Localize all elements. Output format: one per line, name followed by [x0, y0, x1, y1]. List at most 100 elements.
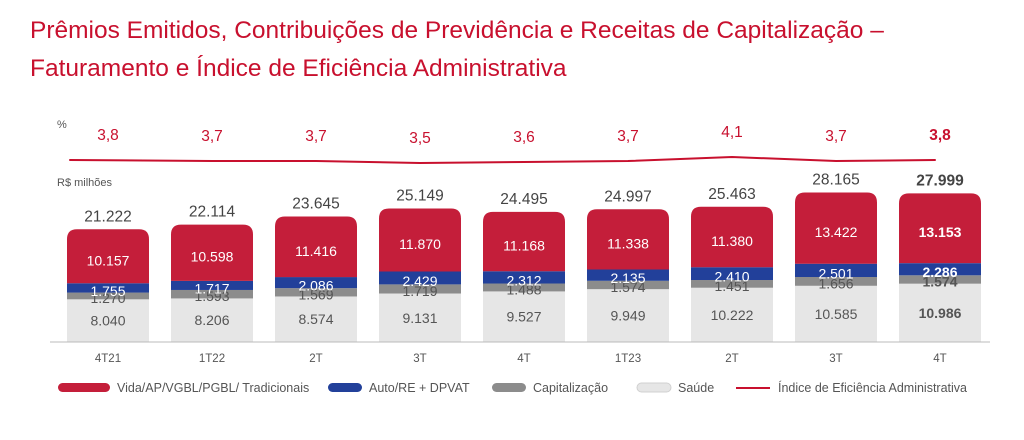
bar-label-saude-6: 10.222 [711, 307, 754, 323]
legend-label-auto-re-dpvat: Auto/RE + DPVAT [369, 381, 470, 395]
legend-label-saude: Saúde [678, 381, 714, 395]
bar-label-saude-4: 9.527 [506, 309, 541, 325]
index-label-6: 4,1 [721, 124, 743, 141]
bar-segment-capitalizacao-4 [483, 283, 565, 292]
bar-label-auto-re-dpvat-3: 2.429 [402, 273, 437, 289]
bar-segment-saude-7 [795, 285, 877, 342]
category-label-0: 4T21 [95, 353, 121, 365]
legend-swatch-capitalizacao [492, 383, 526, 392]
title-line-1: Prêmios Emitidos, Contribuições de Previ… [30, 17, 884, 44]
category-label-7: 3T [829, 353, 842, 365]
category-label-4: 4T [517, 353, 530, 365]
title-line-2: Faturamento e Índice de Eficiência Admin… [30, 55, 567, 82]
bar-label-saude-0: 8.040 [90, 313, 125, 329]
bar-label-auto-re-dpvat-1: 1.717 [194, 280, 229, 296]
total-label-0: 21.222 [84, 208, 131, 225]
bar-label-capitalizacao-8: 1.574 [922, 273, 957, 289]
bar-segment-saude-0 [67, 299, 149, 342]
bar-segment-capitalizacao-7 [795, 277, 877, 286]
category-label-1: 1T22 [199, 353, 225, 365]
bar-segment-saude-2 [275, 296, 357, 342]
bar-segment-saude-3 [379, 293, 461, 342]
index-label-7: 3,7 [825, 128, 847, 145]
bar-segment-vida-ap-vgbl-pgbl-tradicionais-1 [171, 224, 253, 281]
legend-label-capitalizacao: Capitalização [533, 381, 608, 395]
bar-segment-auto-re-dpvat-4 [483, 271, 565, 284]
total-label-4: 24.495 [500, 191, 547, 208]
legend-swatch-saude [636, 382, 672, 393]
index-label-5: 3,7 [617, 128, 639, 145]
bar-label-saude-3: 9.131 [402, 310, 437, 326]
bar-label-saude-1: 8.206 [194, 312, 229, 328]
bar-label-auto-re-dpvat-7: 2.501 [818, 265, 853, 281]
bar-segment-capitalizacao-3 [379, 284, 461, 294]
index-line-group: 3,8 3,7 3,7 3,5 3,6 3,7 4,1 3,7 3,8 [69, 124, 951, 164]
category-label-5: 1T23 [615, 353, 641, 365]
bar-segment-vida-ap-vgbl-pgbl-tradicionais-6 [691, 206, 773, 268]
bar-segment-vida-ap-vgbl-pgbl-tradicionais-5 [587, 209, 669, 270]
bar-segment-saude-8 [899, 283, 981, 342]
category-label-2: 2T [309, 353, 322, 365]
index-label-2: 3,7 [305, 128, 327, 145]
bar-segment-capitalizacao-8 [899, 275, 981, 284]
bar-label-auto-re-dpvat-0: 1.755 [90, 283, 125, 299]
bar-segment-auto-re-dpvat-5 [587, 269, 669, 281]
bar-label-capitalizacao-6: 1.451 [714, 278, 749, 294]
category-label-6: 2T [725, 353, 738, 365]
bar-label-vida-ap-vgbl-pgbl-tradicionais-4: 11.168 [503, 238, 545, 254]
bar-segment-vida-ap-vgbl-pgbl-tradicionais-0 [67, 229, 149, 284]
bar-label-vida-ap-vgbl-pgbl-tradicionais-3: 11.870 [399, 236, 441, 252]
bar-segment-vida-ap-vgbl-pgbl-tradicionais-2 [275, 216, 357, 278]
bar-label-vida-ap-vgbl-pgbl-tradicionais-6: 11.380 [711, 233, 753, 249]
bar-segment-saude-1 [171, 298, 253, 342]
index-label-0: 3,8 [97, 127, 119, 144]
bar-segment-auto-re-dpvat-2 [275, 277, 357, 289]
index-unit-label: % [57, 119, 67, 131]
category-label-3: 3T [413, 353, 426, 365]
bar-label-vida-ap-vgbl-pgbl-tradicionais-0: 10.157 [87, 252, 130, 268]
bar-label-capitalizacao-1: 1.593 [194, 288, 229, 304]
bar-label-auto-re-dpvat-5: 2.135 [610, 270, 645, 286]
index-label-3: 3,5 [409, 130, 431, 147]
bar-label-saude-2: 8.574 [298, 311, 333, 327]
bar-segment-auto-re-dpvat-6 [691, 267, 773, 281]
bar-segment-capitalizacao-5 [587, 280, 669, 290]
bar-segment-capitalizacao-0 [67, 292, 149, 300]
bar-segment-saude-5 [587, 289, 669, 342]
bar-segment-vida-ap-vgbl-pgbl-tradicionais-7 [795, 192, 877, 264]
index-label-8: 3,8 [929, 127, 951, 144]
bar-label-vida-ap-vgbl-pgbl-tradicionais-8: 13.153 [919, 224, 962, 240]
bar-segment-capitalizacao-2 [275, 288, 357, 297]
bar-label-auto-re-dpvat-4: 2.312 [506, 272, 541, 288]
bar-label-auto-re-dpvat-8: 2.286 [922, 264, 957, 280]
bars-unit-label: R$ milhões [57, 177, 113, 189]
bar-label-capitalizacao-0: 1.270 [90, 290, 125, 306]
bar-segment-auto-re-dpvat-0 [67, 283, 149, 293]
category-labels: 4T21 1T22 2T 3T 4T 1T23 2T 3T 4T [95, 353, 947, 365]
legend-label-vida-ap-vgbl-pgbl-tradicionais: Vida/AP/VGBL/PGBL/ Tradicionais [117, 381, 309, 395]
bar-label-saude-8: 10.986 [919, 305, 962, 321]
total-label-3: 25.149 [396, 187, 443, 204]
bar-label-auto-re-dpvat-2: 2.086 [298, 278, 333, 294]
total-label-7: 28.165 [812, 171, 859, 188]
chart-title: Prêmios Emitidos, Contribuições de Previ… [30, 12, 1010, 88]
total-label-8: 27.999 [916, 172, 964, 189]
index-label-1: 3,7 [201, 128, 223, 145]
legend-label-efficiency-index: Índice de Eficiência Administrativa [778, 380, 967, 395]
bar-label-capitalizacao-4: 1.488 [506, 281, 541, 297]
legend: Vida/AP/VGBL/PGBL/ Tradicionais Auto/RE +… [58, 380, 967, 395]
bar-label-capitalizacao-3: 1.719 [402, 283, 437, 299]
bar-label-saude-5: 9.949 [610, 308, 645, 324]
total-label-2: 23.645 [292, 195, 339, 212]
bar-label-saude-7: 10.585 [815, 306, 858, 322]
bar-segment-auto-re-dpvat-7 [795, 263, 877, 278]
bar-segment-saude-4 [483, 291, 565, 342]
bar-label-auto-re-dpvat-6: 2.410 [714, 269, 749, 285]
bar-segment-auto-re-dpvat-1 [171, 280, 253, 290]
bar-label-capitalizacao-2: 1.569 [298, 286, 333, 302]
bar-segment-capitalizacao-6 [691, 280, 773, 288]
legend-swatch-vida-ap-vgbl-pgbl-tradicionais [58, 383, 110, 392]
bar-label-capitalizacao-7: 1.656 [818, 275, 853, 291]
total-label-1: 22.114 [189, 204, 236, 221]
